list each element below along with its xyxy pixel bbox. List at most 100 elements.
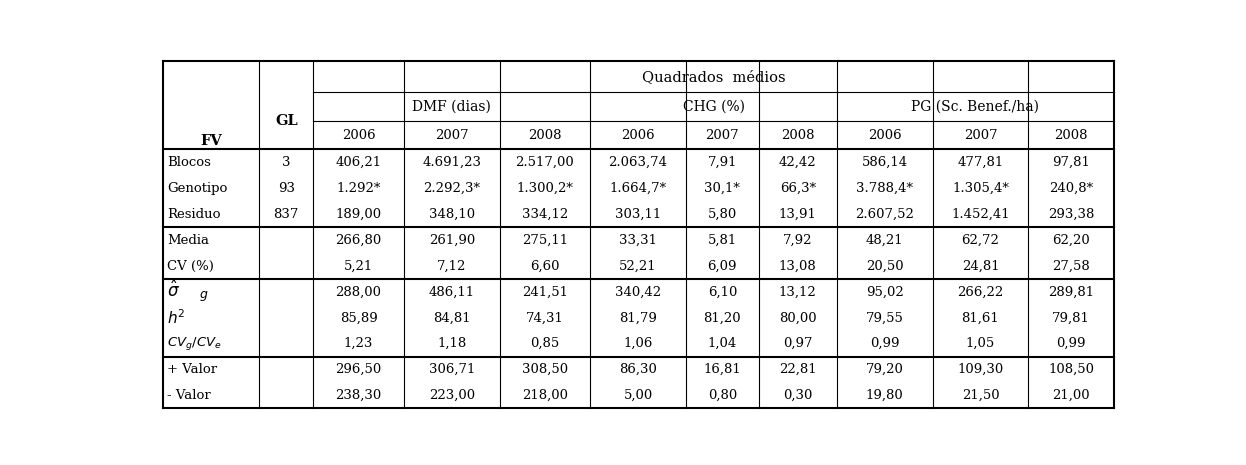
Text: Residuo: Residuo — [167, 208, 221, 221]
Text: 4.691,23: 4.691,23 — [422, 156, 481, 169]
Text: CV (%): CV (%) — [167, 259, 214, 272]
Text: 0,97: 0,97 — [782, 337, 812, 350]
Text: 189,00: 189,00 — [335, 208, 381, 221]
Text: 19,80: 19,80 — [866, 389, 903, 402]
Text: 6,60: 6,60 — [530, 259, 559, 272]
Text: 275,11: 275,11 — [522, 233, 568, 246]
Text: 21,50: 21,50 — [962, 389, 999, 402]
Text: 2007: 2007 — [435, 129, 468, 142]
Text: 293,38: 293,38 — [1048, 208, 1094, 221]
Text: PG (Sc. Benef./ha): PG (Sc. Benef./ha) — [911, 100, 1039, 113]
Text: 7,92: 7,92 — [782, 233, 812, 246]
Text: 7,91: 7,91 — [708, 156, 738, 169]
Text: 586,14: 586,14 — [862, 156, 908, 169]
Text: 2006: 2006 — [622, 129, 655, 142]
Text: 340,42: 340,42 — [616, 286, 662, 299]
Text: 6,09: 6,09 — [708, 259, 738, 272]
Text: $h^2$: $h^2$ — [167, 308, 186, 327]
Text: 241,51: 241,51 — [522, 286, 568, 299]
Text: 20,50: 20,50 — [866, 259, 903, 272]
Text: 66,3*: 66,3* — [780, 182, 816, 195]
Text: 1,06: 1,06 — [623, 337, 653, 350]
Text: 13,12: 13,12 — [779, 286, 816, 299]
Text: 2.607,52: 2.607,52 — [855, 208, 915, 221]
Text: 81,61: 81,61 — [962, 311, 999, 324]
Text: 348,10: 348,10 — [429, 208, 475, 221]
Text: 5,81: 5,81 — [708, 233, 736, 246]
Text: 6,10: 6,10 — [708, 286, 738, 299]
Text: 74,31: 74,31 — [526, 311, 564, 324]
Text: 1.292*: 1.292* — [336, 182, 381, 195]
Text: 86,30: 86,30 — [619, 363, 657, 376]
Text: 3: 3 — [282, 156, 290, 169]
Text: $\hat{\sigma}$: $\hat{\sigma}$ — [167, 280, 181, 301]
Text: 296,50: 296,50 — [335, 363, 381, 376]
Text: 0,99: 0,99 — [870, 337, 900, 350]
Text: 261,90: 261,90 — [429, 233, 475, 246]
Text: $CV_g/CV_e$: $CV_g/CV_e$ — [167, 335, 222, 352]
Text: 266,80: 266,80 — [335, 233, 381, 246]
Text: 306,71: 306,71 — [429, 363, 475, 376]
Text: 223,00: 223,00 — [429, 389, 475, 402]
Text: FV: FV — [201, 134, 222, 148]
Text: 1.452,41: 1.452,41 — [951, 208, 1009, 221]
Text: 303,11: 303,11 — [616, 208, 662, 221]
Text: 1,05: 1,05 — [966, 337, 996, 350]
Text: 1,23: 1,23 — [344, 337, 374, 350]
Text: 97,81: 97,81 — [1052, 156, 1090, 169]
Text: 93: 93 — [278, 182, 295, 195]
Text: DMF (dias): DMF (dias) — [412, 100, 491, 113]
Text: 79,55: 79,55 — [866, 311, 903, 324]
Text: 79,81: 79,81 — [1052, 311, 1090, 324]
Text: 2006: 2006 — [341, 129, 375, 142]
Text: 0,85: 0,85 — [531, 337, 559, 350]
Text: 7,12: 7,12 — [437, 259, 466, 272]
Text: 52,21: 52,21 — [619, 259, 657, 272]
Text: $g$: $g$ — [199, 289, 208, 303]
Text: 289,81: 289,81 — [1048, 286, 1094, 299]
Text: 308,50: 308,50 — [522, 363, 568, 376]
Text: 266,22: 266,22 — [957, 286, 1003, 299]
Text: 81,79: 81,79 — [619, 311, 657, 324]
Text: 85,89: 85,89 — [340, 311, 378, 324]
Text: 33,31: 33,31 — [619, 233, 657, 246]
Text: 24,81: 24,81 — [962, 259, 999, 272]
Text: 5,80: 5,80 — [708, 208, 736, 221]
Text: 1.300,2*: 1.300,2* — [517, 182, 573, 195]
Text: 16,81: 16,81 — [704, 363, 741, 376]
Text: 13,08: 13,08 — [779, 259, 816, 272]
Text: 42,42: 42,42 — [779, 156, 816, 169]
Text: 0,30: 0,30 — [784, 389, 812, 402]
Text: GL: GL — [275, 114, 298, 128]
Text: CHG (%): CHG (%) — [683, 100, 745, 113]
Text: 27,58: 27,58 — [1052, 259, 1090, 272]
Text: 22,81: 22,81 — [779, 363, 816, 376]
Text: Quadrados  médios: Quadrados médios — [642, 70, 785, 84]
Text: 486,11: 486,11 — [429, 286, 475, 299]
Text: 95,02: 95,02 — [866, 286, 903, 299]
Text: 108,50: 108,50 — [1048, 363, 1094, 376]
Text: 2006: 2006 — [868, 129, 902, 142]
Text: 3.788,4*: 3.788,4* — [856, 182, 913, 195]
Text: Media: Media — [167, 233, 209, 246]
Text: 2.063,74: 2.063,74 — [608, 156, 668, 169]
Text: 62,20: 62,20 — [1052, 233, 1090, 246]
Text: 2008: 2008 — [781, 129, 815, 142]
Text: 13,91: 13,91 — [779, 208, 816, 221]
Text: 79,20: 79,20 — [866, 363, 903, 376]
Text: 0,80: 0,80 — [708, 389, 736, 402]
Text: 238,30: 238,30 — [335, 389, 381, 402]
Text: 1,04: 1,04 — [708, 337, 736, 350]
Text: 84,81: 84,81 — [432, 311, 471, 324]
Text: 109,30: 109,30 — [957, 363, 1003, 376]
Text: 21,00: 21,00 — [1052, 389, 1090, 402]
Text: Genotipo: Genotipo — [167, 182, 228, 195]
Text: 2.517,00: 2.517,00 — [516, 156, 574, 169]
Text: 5,00: 5,00 — [623, 389, 653, 402]
Text: 80,00: 80,00 — [779, 311, 816, 324]
Text: 5,21: 5,21 — [344, 259, 374, 272]
Text: 218,00: 218,00 — [522, 389, 568, 402]
Text: 2.292,3*: 2.292,3* — [424, 182, 480, 195]
Text: 2007: 2007 — [705, 129, 739, 142]
Text: 477,81: 477,81 — [957, 156, 1003, 169]
